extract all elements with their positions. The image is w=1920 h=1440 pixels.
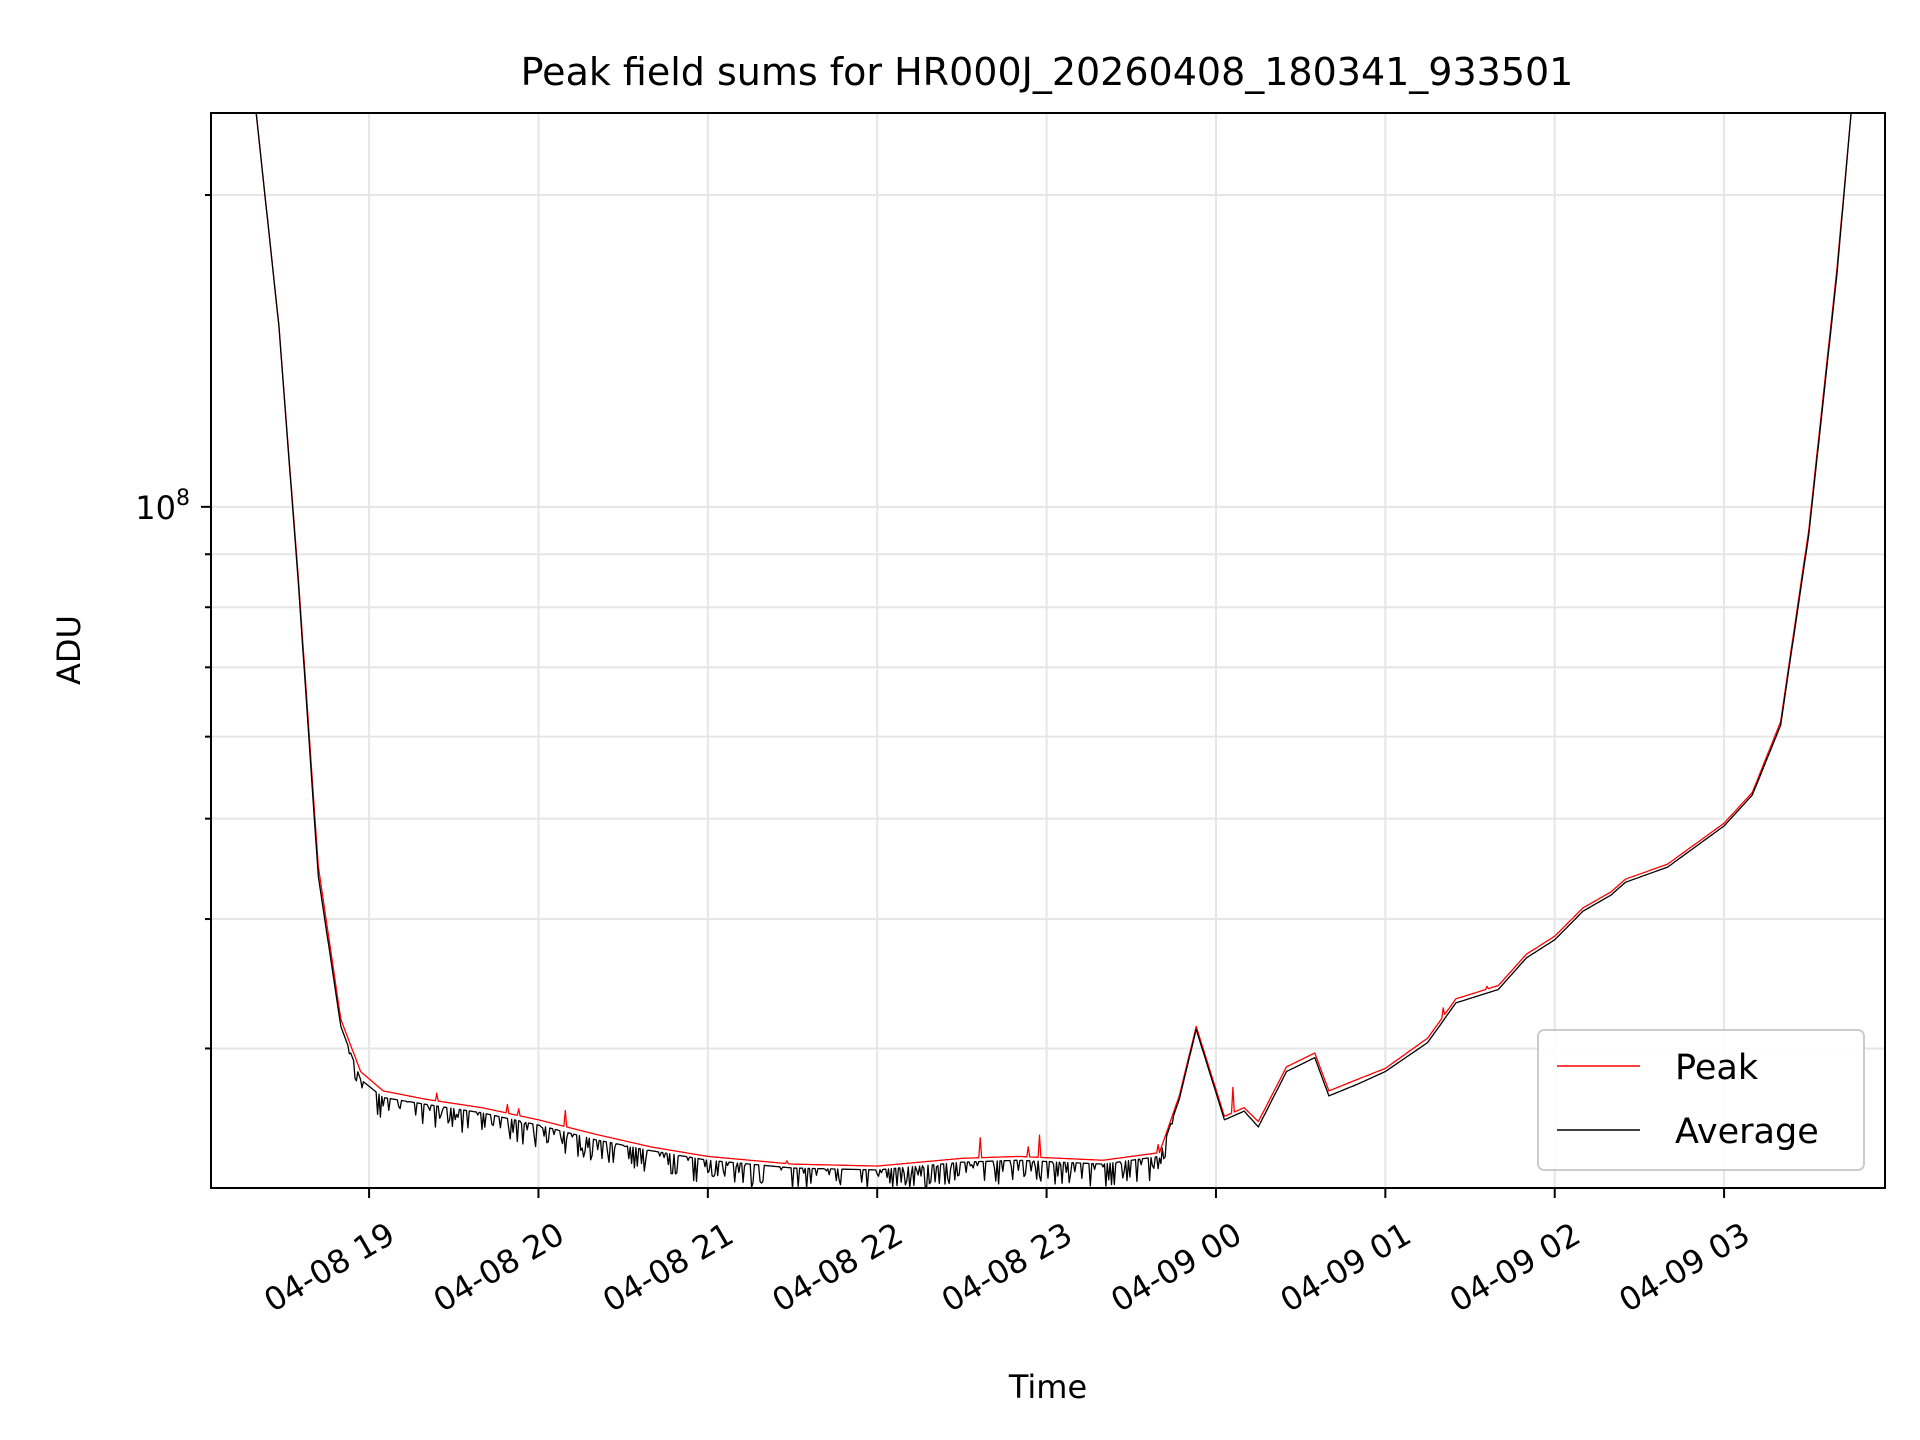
legend-average-label: Average — [1675, 1112, 1819, 1152]
plot-frame — [210, 112, 1886, 1189]
legend-peak-label: Peak — [1675, 1048, 1759, 1088]
legend-box — [1537, 1029, 1865, 1171]
grid — [211, 113, 1885, 1188]
series-layer — [211, 112, 1885, 1189]
legend: Peak Average — [1537, 1029, 1865, 1171]
x-axis-label: Time — [1008, 1368, 1087, 1406]
average-line — [211, 112, 1885, 1189]
y-axis-label: ADU — [50, 615, 88, 685]
chart-title: Peak field sums for HR000J_20260408_1803… — [521, 50, 1574, 94]
peak-line — [211, 112, 1885, 1167]
